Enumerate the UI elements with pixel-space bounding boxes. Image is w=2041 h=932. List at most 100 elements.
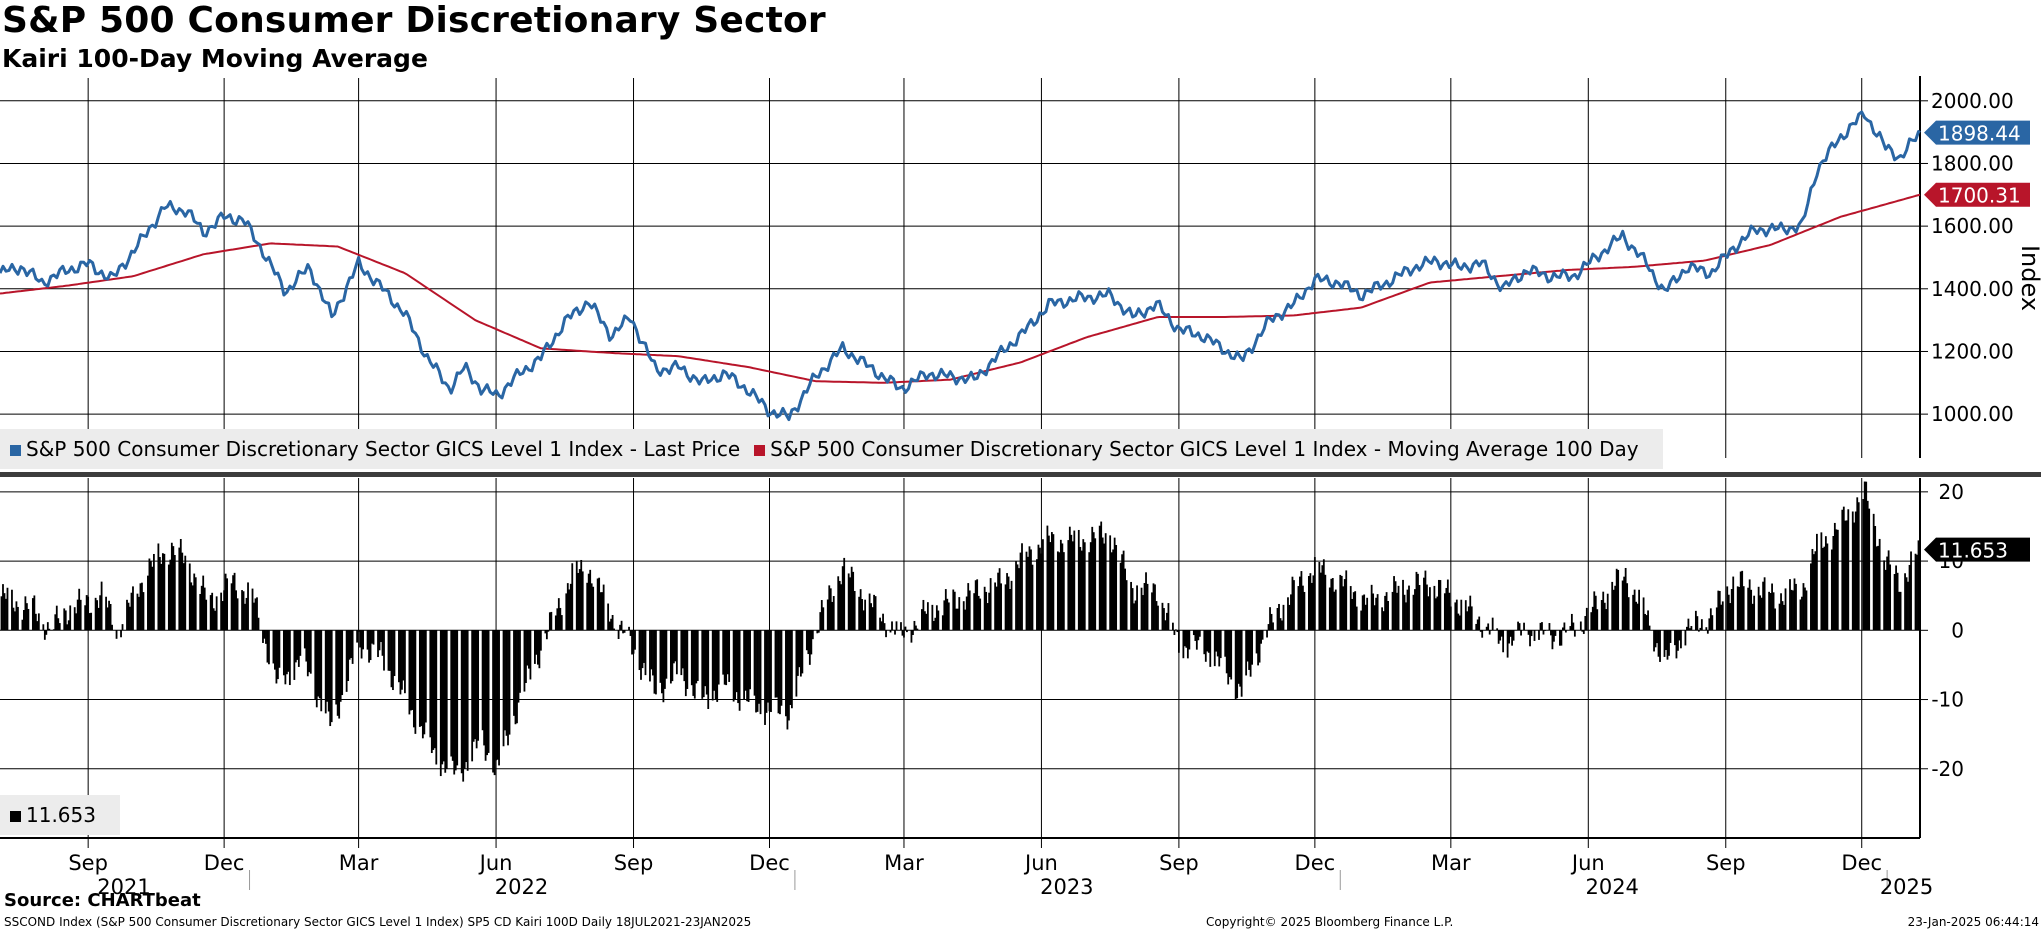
- kairi-bar: [714, 630, 717, 700]
- kairi-bar: [1309, 573, 1312, 631]
- kairi-bar: [1668, 630, 1670, 656]
- kairi-bar: [1919, 540, 1921, 631]
- kairi-bar: [43, 630, 46, 640]
- kairi-bar: [432, 630, 435, 750]
- kairi-bar: [613, 628, 616, 631]
- kairi-bar: [548, 612, 551, 631]
- kairi-bar: [717, 630, 720, 685]
- kairi-bar: [1155, 601, 1158, 631]
- kairi-bar: [111, 624, 113, 631]
- kairi-bar: [935, 605, 938, 631]
- kairi-bar: [42, 624, 45, 631]
- kairi-bar: [1414, 589, 1416, 631]
- kairi-bar: [278, 630, 281, 668]
- kairi-bar: [953, 591, 956, 631]
- kairi-bar: [221, 601, 224, 631]
- kairi-bar: [1429, 587, 1431, 631]
- kairi-bar: [356, 630, 359, 643]
- kairi-bar: [1394, 581, 1397, 631]
- kairi-bar: [838, 580, 841, 631]
- kairi-bar: [136, 593, 139, 631]
- kairi-bar: [1541, 622, 1543, 631]
- kairi-bar: [913, 620, 916, 631]
- kairi-bar: [460, 630, 463, 774]
- kairi-bar: [874, 596, 877, 631]
- kairi-bar: [1675, 630, 1678, 659]
- kairi-bar: [1720, 604, 1723, 631]
- kairi-bar: [389, 630, 391, 671]
- kairi-bar: [445, 630, 448, 769]
- kairi-bar: [680, 630, 683, 676]
- kairi-bar: [1665, 630, 1667, 650]
- kairi-bar: [1167, 603, 1170, 631]
- kairi-bar: [423, 630, 426, 735]
- kairi-bar: [1467, 606, 1470, 631]
- kairi-bar: [1686, 626, 1688, 631]
- kairi-bar: [1188, 630, 1191, 650]
- kairi-bar: [1481, 630, 1484, 638]
- kairi-bar: [52, 629, 55, 631]
- kairi-bar: [450, 630, 453, 757]
- kairi-bar: [1663, 630, 1666, 657]
- kairi-bar: [504, 630, 506, 731]
- kairi-bar: [306, 630, 309, 677]
- kairi-bar: [1027, 556, 1029, 631]
- kairi-bar: [1454, 602, 1457, 631]
- kairi-bar: [1626, 583, 1629, 631]
- kairi-bar: [1124, 568, 1127, 631]
- kairi-bar: [610, 618, 613, 631]
- kairi-bar: [1847, 509, 1850, 631]
- kairi-bar: [535, 630, 538, 655]
- chart-description: SSCOND Index (S&P 500 Consumer Discretio…: [4, 915, 752, 929]
- kairi-bar: [1877, 545, 1880, 631]
- kairi-bar: [1550, 630, 1552, 636]
- x-year-label: 2023: [1040, 875, 1093, 899]
- kairi-bar: [1293, 580, 1295, 631]
- kairi-bar: [1916, 554, 1918, 631]
- kairi-bar: [1361, 595, 1364, 631]
- kairi-bar: [1623, 576, 1626, 631]
- kairi-bar: [1605, 609, 1608, 631]
- kairi-bar: [1851, 511, 1854, 631]
- x-year-label: 2022: [495, 875, 548, 899]
- kairi-bar: [115, 630, 118, 639]
- kairi-bar: [1757, 586, 1760, 631]
- kairi-bar: [701, 630, 704, 699]
- kairi-bar: [1479, 630, 1482, 632]
- kairi-bar: [632, 630, 635, 654]
- kairi-bar: [1036, 559, 1038, 631]
- x-month-label: Jun: [1023, 851, 1058, 875]
- kairi-bar: [1261, 630, 1264, 640]
- kairi-bar: [550, 611, 553, 631]
- kairi-bar: [777, 630, 780, 714]
- kairi-bar: [94, 597, 97, 631]
- kairi-bar: [1056, 551, 1059, 631]
- kairi-bar: [590, 583, 593, 631]
- kairi-bar: [132, 586, 134, 631]
- kairi-bar: [726, 630, 729, 675]
- kairi-bar: [556, 608, 559, 631]
- kairi-bar: [643, 630, 645, 663]
- kairi-bar: [1878, 538, 1881, 631]
- kairi-bar: [968, 590, 971, 631]
- kairi-bar: [696, 630, 699, 681]
- kairi-bar: [1738, 587, 1741, 631]
- kairi-bar: [901, 630, 904, 636]
- x-month-label: Sep: [1706, 851, 1746, 875]
- kairi-bar: [1518, 623, 1521, 631]
- kairi-bar: [623, 630, 626, 633]
- kairi-bar: [126, 599, 128, 631]
- kairi-bar: [1396, 592, 1398, 631]
- kairi-bar: [492, 630, 494, 773]
- kairi-bar: [24, 596, 27, 631]
- kairi-bar: [1418, 585, 1421, 631]
- kairi-bar: [1611, 581, 1614, 631]
- kairi-bar: [1204, 630, 1207, 662]
- kairi-bar: [1119, 562, 1122, 631]
- kairi-bar: [184, 555, 187, 631]
- kairi-bar: [152, 553, 155, 631]
- kairi-bar: [638, 630, 641, 671]
- kairi-bar: [69, 605, 72, 631]
- kairi-bar: [1112, 549, 1115, 631]
- kairi-bar: [1705, 627, 1708, 631]
